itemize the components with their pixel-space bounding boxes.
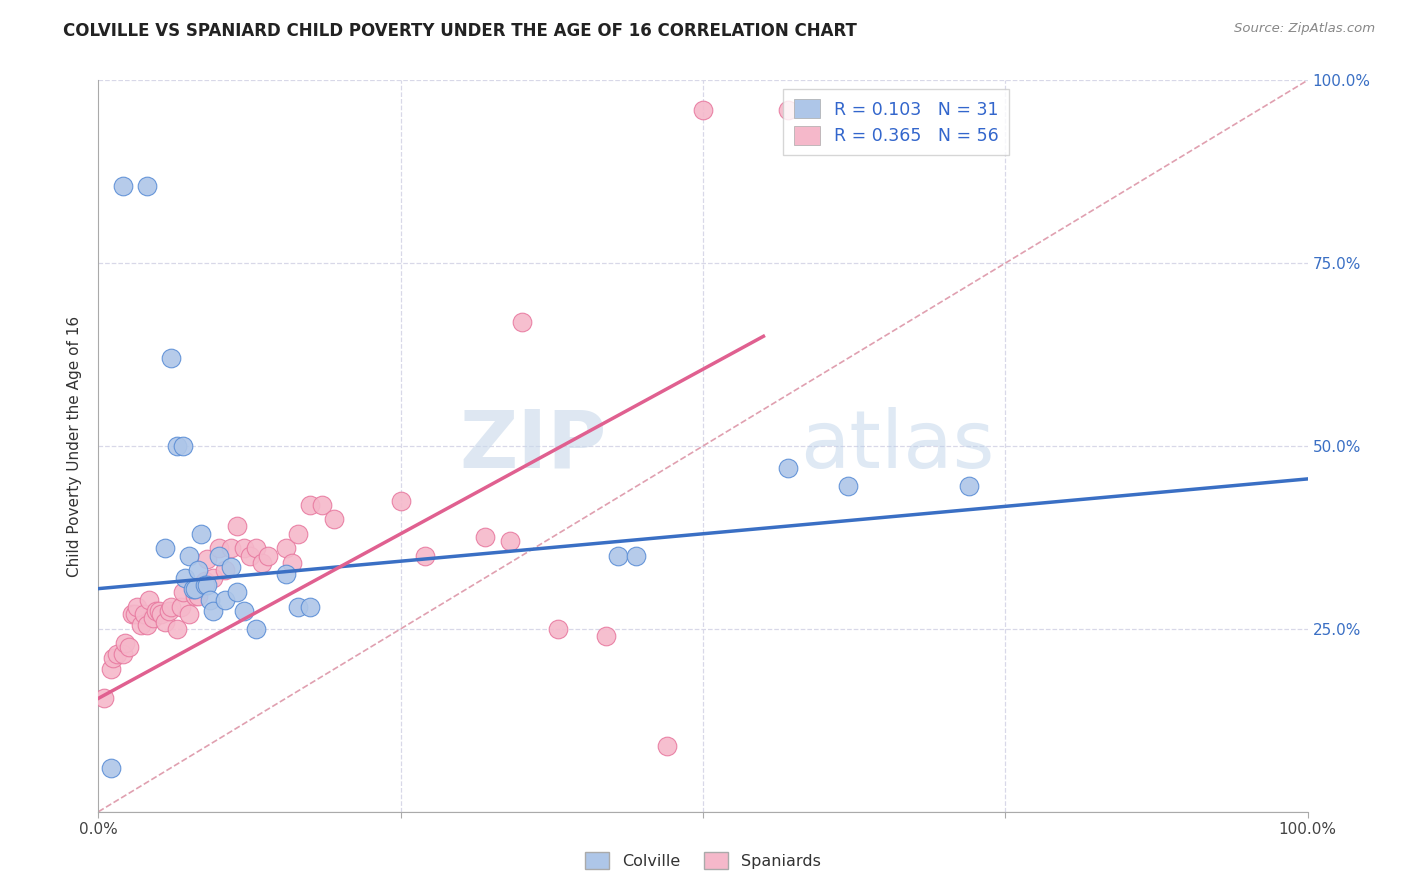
Point <box>184 589 207 603</box>
Point <box>655 739 678 753</box>
Point <box>100 761 122 775</box>
Point <box>174 571 197 585</box>
Point <box>232 603 254 617</box>
Point <box>124 607 146 622</box>
Point <box>148 603 170 617</box>
Point <box>510 315 533 329</box>
Point <box>837 479 859 493</box>
Point <box>111 648 134 662</box>
Text: atlas: atlas <box>800 407 994 485</box>
Text: ZIP: ZIP <box>458 407 606 485</box>
Point <box>607 549 630 563</box>
Point <box>184 582 207 596</box>
Point <box>214 563 236 577</box>
Point <box>195 578 218 592</box>
Point <box>195 552 218 566</box>
Point <box>221 541 243 556</box>
Point <box>226 519 249 533</box>
Point <box>169 599 191 614</box>
Point <box>214 592 236 607</box>
Point <box>547 622 569 636</box>
Point <box>187 589 209 603</box>
Point <box>274 567 297 582</box>
Point <box>145 603 167 617</box>
Point <box>142 611 165 625</box>
Point <box>157 603 180 617</box>
Point <box>166 439 188 453</box>
Point <box>135 618 157 632</box>
Text: Source: ZipAtlas.com: Source: ZipAtlas.com <box>1234 22 1375 36</box>
Point <box>299 599 322 614</box>
Point <box>287 526 309 541</box>
Point <box>250 556 273 570</box>
Point <box>138 592 160 607</box>
Point <box>239 549 262 563</box>
Point <box>100 662 122 676</box>
Point <box>323 512 346 526</box>
Point <box>299 498 322 512</box>
Point <box>127 599 149 614</box>
Point <box>208 541 231 556</box>
Point <box>118 640 141 655</box>
Text: COLVILLE VS SPANIARD CHILD POVERTY UNDER THE AGE OF 16 CORRELATION CHART: COLVILLE VS SPANIARD CHILD POVERTY UNDER… <box>63 22 858 40</box>
Point <box>121 607 143 622</box>
Point <box>595 629 617 643</box>
Point <box>160 599 183 614</box>
Point <box>498 534 520 549</box>
Y-axis label: Child Poverty Under the Age of 16: Child Poverty Under the Age of 16 <box>67 316 83 576</box>
Point <box>776 461 799 475</box>
Point <box>957 479 980 493</box>
Point <box>198 592 221 607</box>
Point <box>281 556 304 570</box>
Point <box>172 439 194 453</box>
Point <box>172 585 194 599</box>
Point <box>202 603 225 617</box>
Point <box>101 651 124 665</box>
Point <box>153 615 176 629</box>
Point <box>776 103 799 117</box>
Point <box>179 549 201 563</box>
Point <box>692 103 714 117</box>
Point <box>166 622 188 636</box>
Point <box>160 351 183 366</box>
Point <box>389 494 412 508</box>
Point <box>413 549 436 563</box>
Point <box>134 607 156 622</box>
Point <box>226 585 249 599</box>
Point <box>245 622 267 636</box>
Point <box>135 179 157 194</box>
Legend: Colville, Spaniards: Colville, Spaniards <box>579 846 827 875</box>
Point <box>187 563 209 577</box>
Point <box>114 636 136 650</box>
Point <box>221 559 243 574</box>
Point <box>256 549 278 563</box>
Point <box>129 618 152 632</box>
Point <box>93 691 115 706</box>
Point <box>474 530 496 544</box>
Point <box>105 648 128 662</box>
Point <box>179 607 201 622</box>
Point <box>190 578 212 592</box>
Point <box>194 574 217 589</box>
Point <box>202 571 225 585</box>
Point <box>194 578 217 592</box>
Point <box>208 549 231 563</box>
Point <box>181 582 204 596</box>
Point <box>111 179 134 194</box>
Point <box>232 541 254 556</box>
Point <box>287 599 309 614</box>
Point <box>153 541 176 556</box>
Point <box>150 607 173 622</box>
Point <box>311 498 333 512</box>
Point <box>245 541 267 556</box>
Point <box>626 549 648 563</box>
Point <box>190 526 212 541</box>
Point <box>274 541 297 556</box>
Legend: R = 0.103   N = 31, R = 0.365   N = 56: R = 0.103 N = 31, R = 0.365 N = 56 <box>783 89 1008 155</box>
